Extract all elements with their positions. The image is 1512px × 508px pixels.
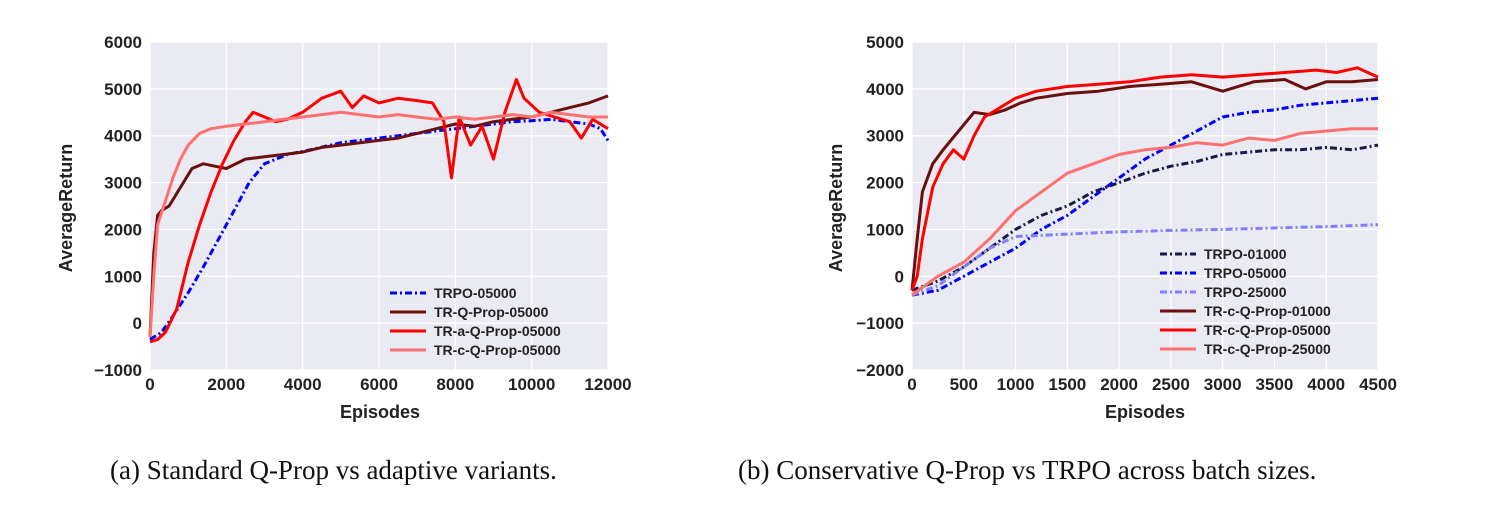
legend-label: TR-a-Q-Prop-05000 [434,323,561,339]
series-line [910,78,1379,291]
x-tick-label: 10000 [508,375,555,394]
x-tick-label: 0 [145,375,154,394]
legend-label: TRPO-05000 [1204,265,1287,281]
x-tick-label: 0 [907,375,916,394]
series-line [148,110,608,338]
x-tick-label: 1000 [997,375,1035,394]
x-tick-label: 2000 [207,375,245,394]
x-tick-label: 3000 [1204,375,1242,394]
y-tick-label: 5000 [104,80,142,99]
x-tick-label: 12000 [584,375,631,394]
x-tick-label: 4000 [284,375,322,394]
y-axis-label: AverageReturn [56,144,76,272]
y-tick-label: 0 [133,314,142,333]
y-tick-label: −1000 [856,314,904,333]
y-tick-label: 0 [895,267,904,286]
x-tick-label: 1500 [1048,375,1086,394]
y-tick-label: 2000 [104,220,142,239]
series-line [911,223,1379,297]
series-line [149,78,609,344]
x-tick-label: 2000 [1100,375,1138,394]
series-line [149,117,610,341]
series-line [911,127,1378,297]
x-tick-label: 2500 [1152,375,1190,394]
x-axis-label: Episodes [1105,402,1185,422]
legend-label: TRPO-25000 [1204,284,1287,300]
x-tick-label: 6000 [360,375,398,394]
caption-a: (a) Standard Q-Prop vs adaptive variants… [110,455,557,485]
y-tick-label: 4000 [866,80,904,99]
y-tick-label: 3000 [104,174,142,193]
legend-label: TRPO-05000 [434,285,517,301]
y-tick-label: −1000 [94,361,142,380]
x-tick-label: 500 [950,375,978,394]
legend-label: TR-Q-Prop-05000 [434,304,549,320]
chart-b: AverageReturn Episodes 0 500 1000 1500 2000 2… [826,33,1397,422]
y-axis-label: AverageReturn [826,144,846,272]
series-line [911,96,1379,297]
y-tick-label: 1000 [104,267,142,286]
caption-b: (b) Conservative Q-Prop vs TRPO across b… [738,455,1317,485]
x-axis-label: Episodes [340,402,420,422]
legend-label: TRPO-01000 [1204,246,1287,262]
series-line [910,66,1379,291]
x-tick-label: 8000 [436,375,474,394]
y-tick-label: −2000 [856,361,904,380]
legend-label: TR-c-Q-Prop-25000 [1204,341,1331,357]
x-tick-label: 4000 [1307,375,1345,394]
y-tick-label: 1000 [866,220,904,239]
series-line [148,94,609,338]
y-tick-label: 6000 [104,33,142,52]
y-tick-label: 4000 [104,127,142,146]
y-tick-label: 3000 [866,127,904,146]
y-tick-label: 2000 [866,174,904,193]
series-line [911,143,1379,292]
x-tick-label: 3500 [1256,375,1294,394]
y-tick-label: 5000 [866,33,904,52]
legend-label: TR-c-Q-Prop-01000 [1204,303,1331,319]
legend-label: TR-c-Q-Prop-05000 [1204,322,1331,338]
chart-a: AverageReturn Episodes 0 2000 4000 6000 8000… [56,33,632,422]
legend-label: TR-c-Q-Prop-05000 [434,342,561,358]
x-tick-label: 4500 [1359,375,1397,394]
plot-area [912,42,1378,370]
